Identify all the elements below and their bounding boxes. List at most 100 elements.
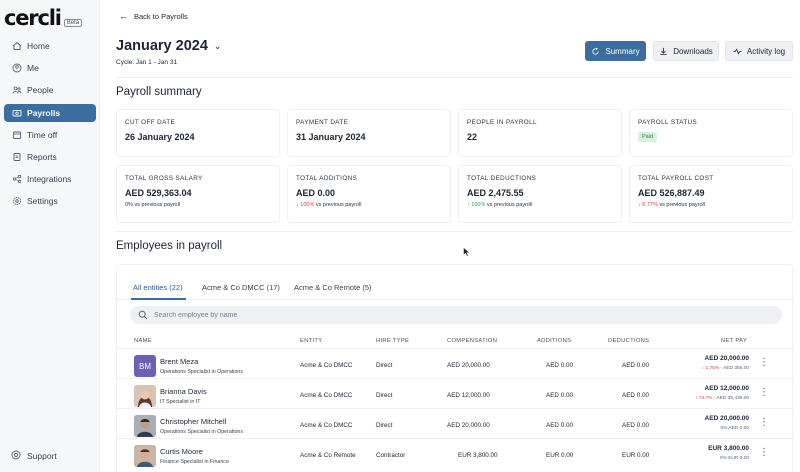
table-row[interactable]: BM Brent Meza Operations Specialist in O… <box>117 348 794 378</box>
search-icon <box>138 310 148 320</box>
sidebar-item-me[interactable]: Me <box>4 59 96 77</box>
net-change: ↓ 1.75% <box>701 366 720 371</box>
card-comparison: 0% vs previous payroll <box>125 202 271 208</box>
deductions-cell: AED 0.00 <box>622 362 649 369</box>
employee-name: Christopher Mitchell <box>160 417 227 426</box>
sidebar-item-integrations[interactable]: Integrations <box>4 170 96 188</box>
card-label: PAYMENT DATE <box>296 119 349 126</box>
net-change: ↓ 74.7% <box>695 396 713 401</box>
column-header-name: NAME <box>134 338 152 344</box>
employee-name: Brianna Davis <box>160 387 207 396</box>
deductions-cell: AED 0.00 <box>622 422 649 429</box>
sidebar-item-label: Payrolls <box>27 107 61 118</box>
avatar <box>134 445 156 467</box>
row-menu-icon[interactable]: ⋮ <box>759 357 769 368</box>
tab-all-entities[interactable]: All entities (22) <box>133 283 183 292</box>
net-pay-change: ↓ 1.75% - AED 355.00 <box>702 366 749 371</box>
employee-role: Operations Specialist in Operations <box>160 369 244 375</box>
divider <box>116 231 793 232</box>
table-row[interactable]: Curtis Moore Finance Specialist in Finan… <box>117 438 794 468</box>
employee-name: Curtis Moore <box>160 447 203 456</box>
refresh-icon <box>591 47 600 56</box>
card-value: AED 529,363.04 <box>125 188 192 198</box>
card-label: TOTAL GROSS SALARY <box>125 175 203 182</box>
card-value: 26 January 2024 <box>125 132 195 142</box>
employee-role: IT Specialist in IT <box>160 399 201 405</box>
column-header-hire-type: HIRE TYPE <box>376 338 410 344</box>
sidebar-item-people[interactable]: People <box>4 81 96 99</box>
additions-cell: AED 0.00 <box>546 422 573 429</box>
tab-acme-dmcc[interactable]: Acme & Co DMCC (17) <box>202 283 280 292</box>
compensation-cell: AED 12,000.00 <box>447 392 490 399</box>
divider <box>116 77 793 78</box>
integrations-icon <box>11 174 22 185</box>
card-label: TOTAL ADDITIONS <box>296 175 358 182</box>
card-value: AED 2,475.55 <box>467 188 524 198</box>
net-prev: - AED 355.00 <box>720 366 749 371</box>
change-text: vs previous payroll <box>486 202 533 208</box>
calendar-icon <box>11 129 22 140</box>
sidebar-item-label: Home <box>27 41 50 51</box>
card-value: 22 <box>467 132 478 142</box>
change-value: ↓ 6.77% <box>638 202 658 208</box>
entity-cell: Acme & Co DMCC <box>300 422 353 429</box>
net-pay-change: 0% EUR 0.00 <box>720 456 749 461</box>
sidebar-item-payrolls[interactable]: Payrolls <box>4 103 96 122</box>
card-value: 31 January 2024 <box>296 132 366 142</box>
people-icon <box>11 85 22 96</box>
card-comparison: ↓ 100% vs previous payroll <box>296 202 442 208</box>
search-input[interactable] <box>154 311 654 319</box>
avatar-photo <box>134 415 156 437</box>
sidebar-item-label: Me <box>27 63 39 74</box>
report-icon <box>11 151 22 162</box>
hire-type-cell: Direct <box>376 392 393 399</box>
row-menu-icon[interactable]: ⋮ <box>759 447 769 458</box>
avatar <box>134 415 156 437</box>
sidebar-item-reports[interactable]: Reports <box>4 148 96 166</box>
card-label: CUT OFF DATE <box>125 119 176 126</box>
activity-log-label: Activity log <box>746 46 786 56</box>
payroll-status-card: PAYROLL STATUS Paid <box>629 109 793 157</box>
downloads-button[interactable]: Downloads <box>653 41 719 61</box>
status-badge: Paid <box>638 132 658 142</box>
change-value: 0% <box>125 202 133 208</box>
table-row[interactable]: Christopher Mitchell Operations Speciali… <box>117 408 794 438</box>
tab-acme-remote[interactable]: Acme & Co Remote (5) <box>294 283 372 292</box>
summary-button[interactable]: Summary <box>585 41 646 61</box>
sidebar-item-home[interactable]: Home <box>4 37 96 55</box>
deductions-cell: EUR 0.00 <box>622 452 650 459</box>
beta-badge: Beta <box>63 19 83 27</box>
card-label: PEOPLE IN PAYROLL <box>467 119 537 126</box>
avatar: BM <box>134 355 156 377</box>
row-menu-icon[interactable]: ⋮ <box>759 387 769 398</box>
back-label: Back to Payrolls <box>134 11 188 21</box>
employee-role: Finance Specialist in Finance <box>160 459 229 465</box>
total-payroll-cost-card: TOTAL PAYROLL COST AED 526,887.49 ↓ 6.77… <box>629 165 793 223</box>
sidebar-item-settings[interactable]: Settings <box>4 192 96 210</box>
compensation-cell: EUR 3,800.00 <box>458 452 498 459</box>
home-icon <box>11 41 22 52</box>
summary-label: Summary <box>605 46 640 56</box>
table-row[interactable]: Brianna Davis IT Specialist in IT Acme &… <box>117 378 794 408</box>
column-header-additions: ADDITIONS <box>537 338 572 344</box>
people-in-payroll-card: PEOPLE IN PAYROLL 22 <box>458 109 622 157</box>
mouse-cursor-icon <box>463 247 471 257</box>
net-prev: AED 0.00 <box>728 426 749 431</box>
compensation-cell: AED 20,000.00 <box>447 422 490 429</box>
cycle-text: Cycle: Jan 1 - Jan 31 <box>116 59 178 66</box>
activity-log-button[interactable]: Activity log <box>725 41 793 61</box>
arrow-left-icon: ← <box>119 11 128 21</box>
change-value: ↑ 100% <box>467 202 486 208</box>
sidebar-item-label: Reports <box>27 151 57 162</box>
payment-date-card: PAYMENT DATE 31 January 2024 <box>287 109 451 157</box>
card-comparison: ↓ 6.77% vs previous payroll <box>638 202 784 208</box>
row-menu-icon[interactable]: ⋮ <box>759 417 769 428</box>
main-content: ← Back to Payrolls January 2024 ⌄ Cycle:… <box>100 0 800 472</box>
card-comparison: ↑ 100% vs previous payroll <box>467 202 613 208</box>
tabs-divider <box>117 299 794 300</box>
period-selector[interactable]: January 2024 ⌄ <box>116 38 221 54</box>
logo[interactable]: cercli Beta <box>4 8 83 29</box>
sidebar-item-time-off[interactable]: Time off <box>4 126 96 144</box>
back-to-payrolls-link[interactable]: ← Back to Payrolls <box>119 11 188 21</box>
support-link[interactable]: Support <box>11 450 57 461</box>
